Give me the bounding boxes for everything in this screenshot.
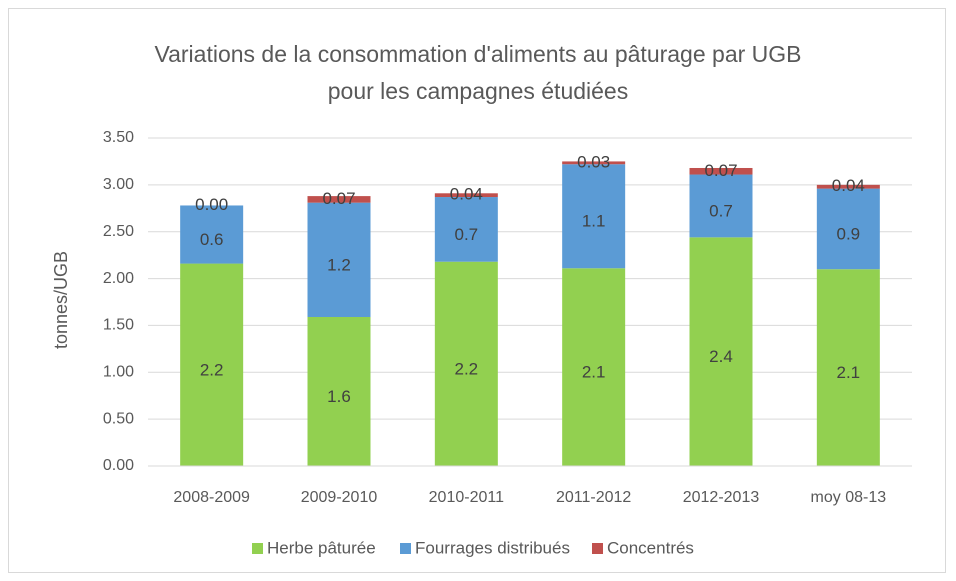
bar-segment — [562, 161, 626, 165]
x-tick-label: 2008-2009 — [173, 489, 250, 506]
data-label: 0.07 — [704, 161, 737, 180]
data-label: 1.2 — [327, 255, 351, 274]
y-tick-label: 3.50 — [103, 129, 134, 146]
legend-label: Concentrés — [607, 538, 694, 557]
data-label: 0.7 — [455, 225, 479, 244]
bar-segment — [689, 237, 753, 466]
legend-swatch — [592, 543, 603, 554]
bar-segment — [434, 197, 498, 262]
bar-segment — [689, 167, 753, 175]
legend-swatch — [400, 543, 411, 554]
data-label: 2.4 — [709, 347, 733, 366]
data-label: 0.03 — [577, 152, 610, 171]
data-label: 2.1 — [837, 363, 861, 382]
x-tick-label: 2009-2010 — [301, 489, 378, 506]
data-label: 1.1 — [582, 212, 606, 231]
bar-segment — [307, 196, 371, 203]
bar-segment — [180, 263, 244, 466]
data-label: 0.6 — [200, 230, 224, 249]
data-label: 1.6 — [327, 387, 351, 406]
x-tick-label: 2011-2012 — [556, 489, 631, 506]
bar-segment — [434, 261, 498, 466]
legend-label: Fourrages distribués — [415, 538, 570, 557]
y-axis-label: tonnes/UGB — [51, 251, 71, 349]
data-label: 0.9 — [837, 224, 861, 243]
bar-segment — [816, 184, 880, 189]
y-tick-label: 0.00 — [103, 457, 134, 474]
x-tick-label: 2010-2011 — [429, 489, 504, 506]
data-label: 2.2 — [200, 360, 224, 379]
bar-segment — [434, 193, 498, 198]
x-tick-label: 2012-2013 — [683, 489, 760, 506]
data-label: 2.2 — [455, 359, 479, 378]
data-label: 0.04 — [450, 185, 483, 204]
data-label: 0.04 — [832, 176, 865, 195]
bar-segment — [562, 164, 626, 269]
bar-segment — [307, 202, 371, 317]
y-tick-label: 2.00 — [103, 270, 134, 287]
bar-segment — [307, 316, 371, 466]
data-label: 0.00 — [195, 195, 228, 214]
bar-segment — [562, 268, 626, 466]
data-label: 0.07 — [322, 189, 355, 208]
y-tick-label: 2.50 — [103, 223, 134, 240]
y-tick-label: 3.00 — [103, 176, 134, 193]
legend-swatch — [252, 543, 263, 554]
bar-segment — [689, 174, 753, 238]
y-tick-label: 1.50 — [103, 317, 134, 334]
bar-segment — [180, 205, 244, 264]
x-tick-label: moy 08-13 — [811, 489, 887, 506]
chart-title: Variations de la consommation d'aliments… — [154, 41, 802, 104]
y-tick-label: 0.50 — [103, 410, 134, 427]
bar-segment — [816, 269, 880, 466]
y-tick-label: 1.00 — [103, 364, 134, 381]
data-label: 0.7 — [709, 201, 733, 220]
bar-segment — [816, 188, 880, 270]
legend-label: Herbe pâturée — [267, 538, 376, 557]
data-label: 2.1 — [582, 363, 606, 382]
